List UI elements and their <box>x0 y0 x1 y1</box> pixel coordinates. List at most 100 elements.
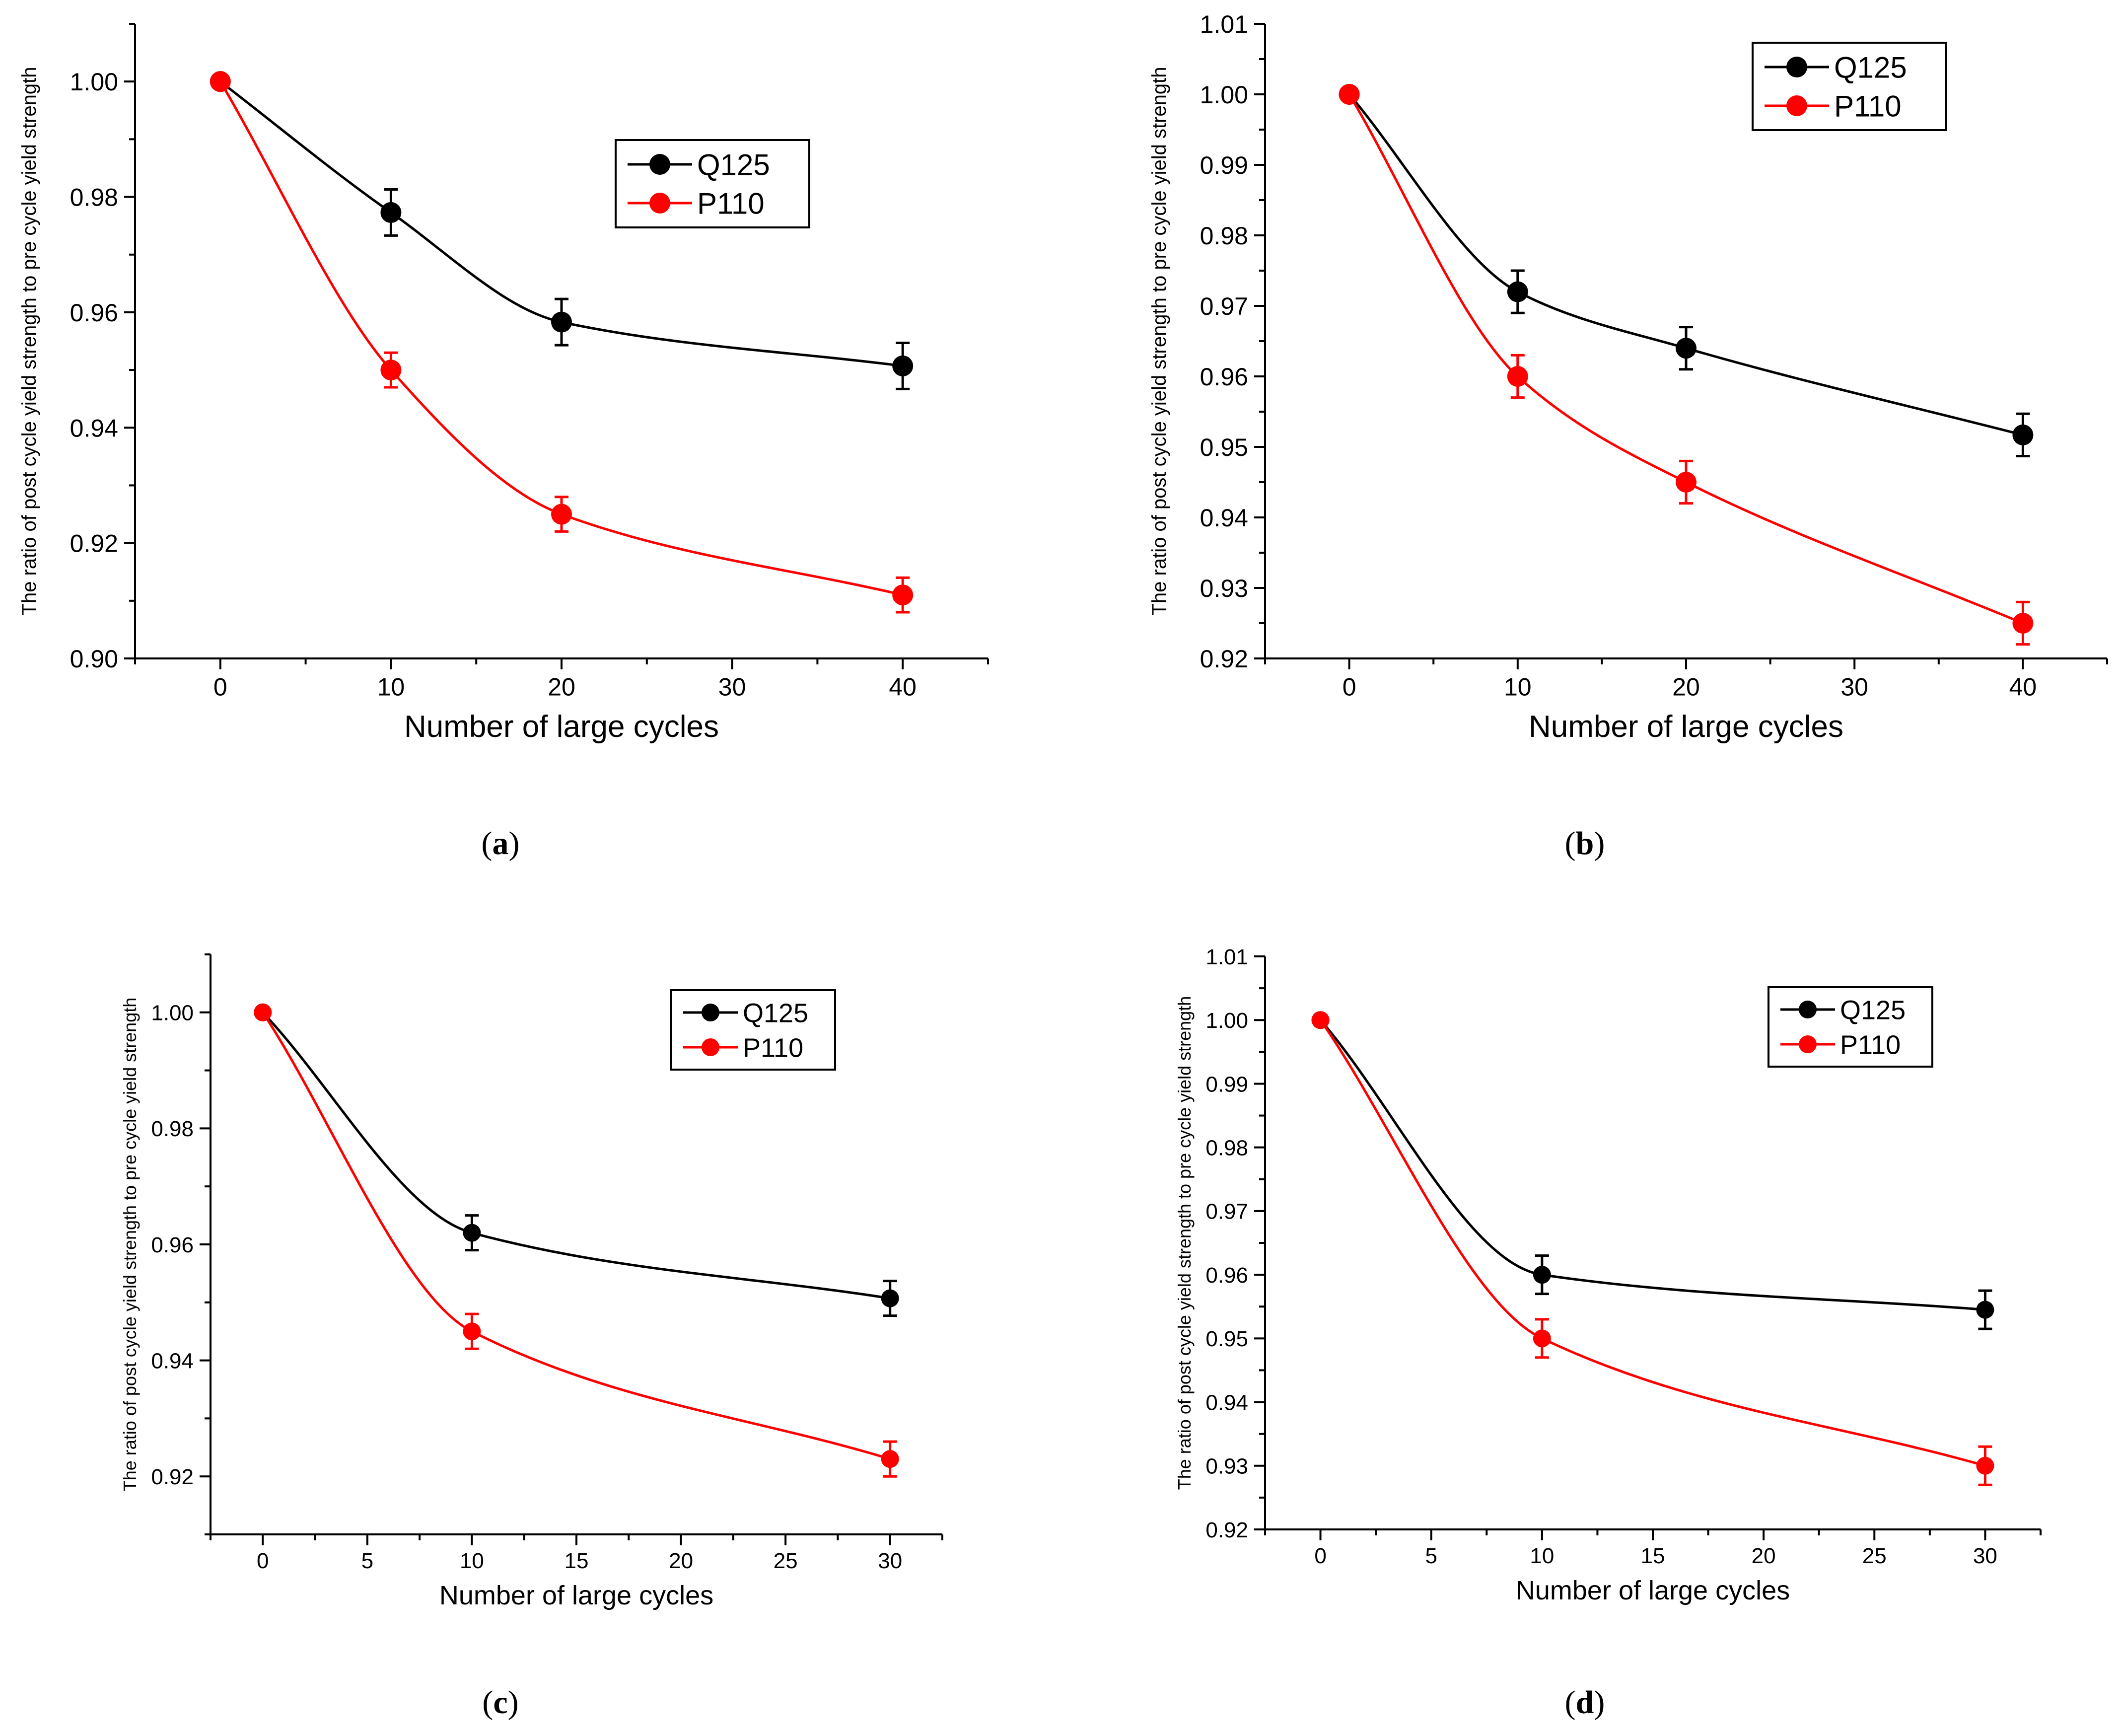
data-point-q125 <box>881 1289 899 1307</box>
legend-swatch-marker <box>1786 57 1807 77</box>
data-point-q125 <box>1507 281 1528 302</box>
x-axis-label: Number of large cycles <box>1529 710 1843 744</box>
x-tick-label: 20 <box>669 1549 693 1573</box>
series-line-p110 <box>262 1012 891 1460</box>
data-point-p110 <box>1339 84 1360 105</box>
y-tick-label: 0.92 <box>1205 1518 1248 1542</box>
data-point-p110 <box>1311 1011 1330 1029</box>
legend-label-p110: P110 <box>697 187 765 220</box>
y-tick-label: 0.94 <box>70 414 118 442</box>
legend-swatch-marker <box>1799 1035 1817 1053</box>
y-tick-label: 0.97 <box>1205 1200 1248 1224</box>
data-point-q125 <box>463 1224 481 1242</box>
data-point-p110 <box>254 1003 272 1021</box>
x-tick-label: 25 <box>774 1549 798 1573</box>
legend-label-q125: Q125 <box>743 998 808 1028</box>
data-point-q125 <box>380 202 402 223</box>
legend-swatch-marker <box>702 1004 719 1021</box>
panel-d: 0.92 0.93 0.94 0.95 0.96 0.97 0.98 0.99 1.00 1.01… <box>1174 945 2042 1605</box>
y-tick-label: 0.92 <box>1200 645 1248 673</box>
y-tick-label: 0.90 <box>70 645 118 673</box>
legend-box <box>1768 986 1933 1068</box>
y-axis-label: The ratio of post cycle yield strength t… <box>1174 996 1195 1490</box>
x-tick-label: 10 <box>1504 673 1532 701</box>
x-tick-label: 30 <box>1973 1544 1997 1568</box>
panel-a-caption: (a) <box>482 825 520 862</box>
y-tick-label: 0.94 <box>151 1349 194 1373</box>
data-point-p110 <box>1676 472 1697 493</box>
legend-box <box>1752 42 1947 131</box>
panel-b: 0.92 0.93 0.94 0.95 0.96 0.97 0.98 0.99 1.00 1.01… <box>1148 10 2108 744</box>
y-tick-label: 0.93 <box>1205 1454 1248 1479</box>
x-tick-label: 0 <box>1343 673 1356 701</box>
legend-swatch-marker <box>702 1038 719 1056</box>
y-tick-label: 1.00 <box>70 68 118 96</box>
legend-swatch-marker <box>649 193 670 214</box>
x-tick-label: 15 <box>1641 1544 1665 1568</box>
x-tick-label: 5 <box>1425 1544 1437 1568</box>
y-tick-label: 0.99 <box>1205 1072 1248 1096</box>
y-tick-label: 0.96 <box>70 299 118 327</box>
data-point-p110 <box>892 584 914 606</box>
y-tick-label: 0.96 <box>1205 1263 1248 1288</box>
x-tick-label: 5 <box>361 1549 373 1573</box>
x-tick-label: 20 <box>1752 1544 1776 1568</box>
y-tick-label: 0.93 <box>1200 575 1248 602</box>
x-tick-label: 10 <box>460 1549 484 1573</box>
panel-c: 0.92 0.94 0.96 0.98 1.00 0 5 10 15 20 25 30 Number o… <box>120 953 943 1610</box>
y-tick-label: 1.01 <box>1200 10 1248 38</box>
x-tick-label: 20 <box>548 673 575 701</box>
x-tick-label: 0 <box>257 1549 269 1573</box>
x-tick-label: 30 <box>718 673 746 701</box>
data-point-p110 <box>881 1450 899 1468</box>
x-axis-label: Number of large cycles <box>439 1581 713 1610</box>
y-tick-label: 0.96 <box>1200 363 1248 391</box>
x-tick-label: 30 <box>878 1549 902 1573</box>
legend-swatch-marker <box>1799 1001 1817 1018</box>
data-point-q125 <box>892 355 914 376</box>
legend-label-q125: Q125 <box>697 148 770 182</box>
data-point-p110 <box>1533 1329 1551 1348</box>
y-tick-label: 0.97 <box>1200 292 1248 320</box>
panel-c-caption: (c) <box>482 1684 518 1721</box>
legend-label-p110: P110 <box>1834 90 1902 123</box>
y-tick-label: 0.98 <box>70 184 118 212</box>
legend-swatch-marker <box>649 154 670 175</box>
data-point-p110 <box>551 504 572 525</box>
series-line-p110 <box>1319 1019 1986 1467</box>
legend-label-q125: Q125 <box>1840 995 1906 1025</box>
y-axis-label: The ratio of post cycle yield strength t… <box>1148 67 1170 616</box>
panel-d-caption: (d) <box>1565 1684 1605 1721</box>
x-tick-label: 25 <box>1862 1544 1887 1568</box>
x-tick-label: 30 <box>1840 673 1868 701</box>
y-tick-label: 0.99 <box>1200 151 1248 179</box>
data-point-q125 <box>2012 424 2034 445</box>
y-tick-label: 1.00 <box>1205 1009 1248 1033</box>
legend-label-p110: P110 <box>1840 1030 1901 1060</box>
y-tick-label: 0.94 <box>1200 504 1248 532</box>
x-tick-label: 10 <box>1530 1544 1554 1568</box>
series-line-q125 <box>1348 93 2024 436</box>
data-point-q125 <box>1533 1266 1551 1284</box>
data-point-q125 <box>551 311 572 333</box>
legend-swatch-marker <box>1786 95 1807 116</box>
legend-box <box>670 989 836 1071</box>
y-tick-label: 1.00 <box>151 1001 194 1025</box>
data-point-p110 <box>2012 613 2034 634</box>
panel-b-caption: (b) <box>1565 825 1605 862</box>
data-point-p110 <box>463 1322 481 1341</box>
y-tick-label: 0.92 <box>151 1465 194 1489</box>
data-point-q125 <box>1676 338 1697 359</box>
series-line-p110 <box>219 80 903 596</box>
panel-a: 0.90 0.92 0.94 0.96 0.98 1.00 0 10 20 30 40 Number … <box>18 23 989 744</box>
x-tick-label: 20 <box>1672 673 1700 701</box>
x-tick-label: 0 <box>213 673 227 701</box>
data-point-p110 <box>380 360 402 381</box>
data-point-p110 <box>1507 366 1528 387</box>
x-axis-label: Number of large cycles <box>404 710 719 744</box>
y-tick-label: 0.96 <box>151 1233 194 1257</box>
y-axis-label: The ratio of post cycle yield strength t… <box>120 998 140 1491</box>
y-tick-label: 0.92 <box>70 530 118 558</box>
legend-label-p110: P110 <box>743 1033 803 1063</box>
